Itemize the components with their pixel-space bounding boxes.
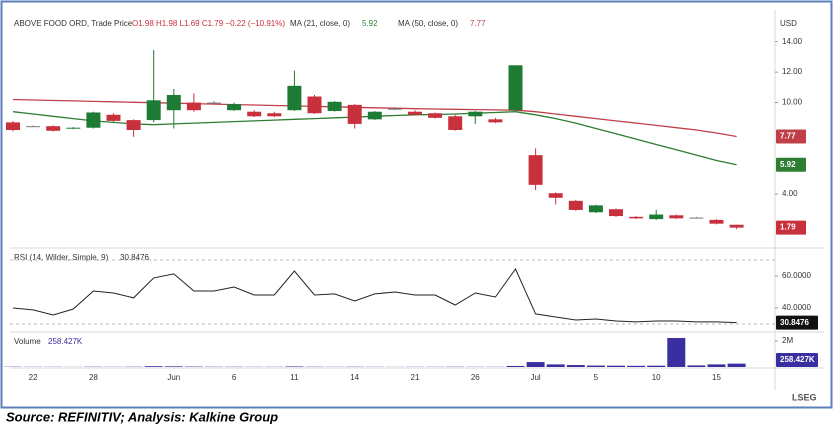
logo: LSEG bbox=[792, 392, 817, 402]
rsi-title: RSI (14, Wilder, Simple, 9) bbox=[14, 253, 109, 262]
candle-body bbox=[528, 155, 543, 185]
candle-body bbox=[327, 101, 342, 111]
x-tick-label: 14 bbox=[350, 373, 359, 382]
candle-body bbox=[186, 102, 201, 111]
volume-bar bbox=[647, 365, 666, 367]
legend-entry: MA (50, close, 0) bbox=[398, 19, 458, 28]
x-tick-label: 26 bbox=[471, 373, 480, 382]
candle-body bbox=[508, 65, 523, 111]
candle-body bbox=[729, 224, 744, 228]
last-value: 7.77 bbox=[780, 132, 796, 141]
y-tick-label: 60.0000 bbox=[782, 271, 811, 280]
candle-body bbox=[207, 102, 221, 104]
candle-body bbox=[488, 119, 503, 123]
legend-value: 5.92 bbox=[362, 19, 378, 28]
y-tick-label: 14.00 bbox=[782, 37, 803, 46]
y-axis-label: USD bbox=[780, 19, 797, 28]
candle-body bbox=[428, 113, 443, 118]
x-tick-label: 10 bbox=[652, 373, 661, 382]
candle-body bbox=[468, 111, 483, 117]
candle-body bbox=[6, 122, 20, 130]
x-tick-label: Jun bbox=[167, 373, 180, 382]
volume-bar bbox=[526, 362, 545, 367]
source: Source: REFINITIV; Analysis: Kalkine Gro… bbox=[6, 409, 278, 424]
x-tick-label: Jul bbox=[530, 373, 540, 382]
last-value-box bbox=[776, 157, 806, 172]
ohlc-text: O1.98 H1.98 L1.69 C1.79 −0.22 (−10.91%) bbox=[132, 19, 285, 28]
volume-bar bbox=[285, 366, 304, 367]
candle-body bbox=[146, 100, 161, 121]
frame bbox=[0, 0, 833, 409]
x-tick-label: 21 bbox=[411, 373, 420, 382]
volume-bar bbox=[627, 365, 646, 367]
candle-body bbox=[669, 215, 684, 219]
candle-body bbox=[66, 127, 81, 129]
x-tick-label: 15 bbox=[712, 373, 721, 382]
y-tick-label: 40.0000 bbox=[782, 303, 811, 312]
candle-body bbox=[267, 113, 282, 117]
x-tick-label: 5 bbox=[594, 373, 599, 382]
candle-body bbox=[709, 219, 724, 224]
candle-body bbox=[609, 209, 623, 217]
last-close-box bbox=[776, 220, 806, 235]
x-tick-label: 6 bbox=[232, 373, 237, 382]
candle-body bbox=[347, 104, 362, 124]
candle-body bbox=[86, 112, 101, 128]
candle-body bbox=[588, 205, 603, 213]
y-tick-label: 10.00 bbox=[782, 98, 803, 107]
candle-body bbox=[106, 114, 121, 121]
last-value-box bbox=[776, 129, 806, 144]
y-tick-label: 12.00 bbox=[782, 67, 803, 76]
last-close: 1.79 bbox=[780, 223, 796, 232]
candle-body bbox=[629, 216, 644, 219]
volume-last: 258.427K bbox=[48, 337, 83, 346]
volume-bar bbox=[506, 365, 525, 367]
candle-body bbox=[649, 214, 664, 220]
volume-bar bbox=[586, 365, 605, 367]
candle-body bbox=[387, 108, 402, 110]
volume-bar bbox=[667, 338, 686, 367]
volume-bar bbox=[546, 364, 565, 367]
ma-line bbox=[12, 98, 737, 138]
candle-body bbox=[26, 126, 41, 128]
x-tick-label: 28 bbox=[89, 373, 98, 382]
volume-bar bbox=[164, 366, 183, 367]
volume-last-label-box bbox=[776, 353, 818, 367]
candle-body bbox=[367, 111, 382, 120]
legend-entry: MA (21, close, 0) bbox=[290, 19, 350, 28]
candle-body bbox=[448, 116, 463, 130]
rsi-line bbox=[12, 268, 737, 324]
candle-body bbox=[126, 120, 141, 130]
y-tick-label: 4.00 bbox=[782, 189, 798, 198]
candle-body bbox=[166, 94, 181, 111]
candle-body bbox=[46, 126, 61, 131]
price-title: ABOVE FOOD ORD, Trade Price bbox=[14, 19, 133, 28]
volume-bar bbox=[144, 366, 163, 367]
candle-body bbox=[307, 96, 322, 114]
volume-bar bbox=[566, 365, 585, 367]
last-value: 5.92 bbox=[780, 160, 796, 169]
candle-body bbox=[247, 111, 262, 117]
x-tick-label: 11 bbox=[290, 373, 299, 382]
candle-body bbox=[568, 200, 583, 210]
volume-bar bbox=[707, 364, 726, 367]
candle-body bbox=[408, 111, 422, 115]
candle-body bbox=[287, 85, 302, 111]
y-tick-label: 2M bbox=[782, 336, 793, 345]
rsi-last-box bbox=[776, 315, 818, 330]
volume-bar bbox=[687, 365, 706, 367]
candle-body bbox=[689, 217, 704, 219]
volume-bar bbox=[727, 363, 746, 367]
volume-bar bbox=[607, 365, 625, 367]
candle-body bbox=[227, 104, 242, 111]
candle-body bbox=[548, 193, 563, 198]
legend-value: 7.77 bbox=[470, 19, 486, 28]
volume-last-label: 258.427K bbox=[780, 355, 815, 364]
x-tick-label: 22 bbox=[29, 373, 38, 382]
volume-title: Volume bbox=[14, 337, 41, 346]
rsi-last: 30.8476 bbox=[780, 318, 809, 327]
rsi-value: 30.8476 bbox=[120, 253, 149, 262]
